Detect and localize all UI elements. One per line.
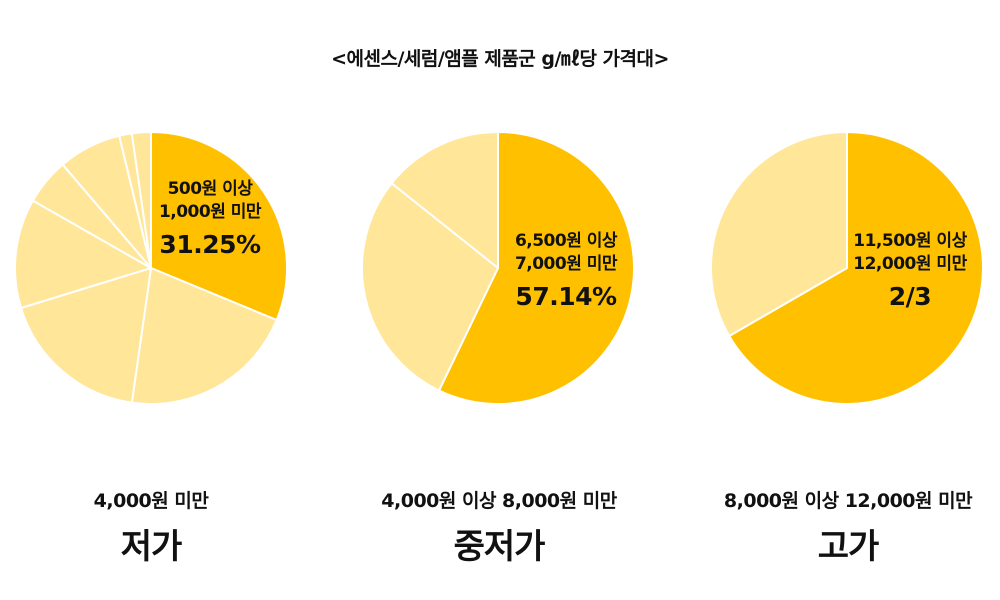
pie-slice xyxy=(14,199,152,309)
pie-slice xyxy=(710,131,848,337)
pie-slice-highlight xyxy=(438,131,635,405)
chart-title: <에센스/세럼/앰플 제품군 g/㎖당 가격대> xyxy=(331,48,669,70)
pie-chart-high xyxy=(710,131,984,405)
highlight-value: 57.14% xyxy=(515,281,617,311)
pie-slice-highlight xyxy=(150,131,288,322)
caption-range: 8,000원 이상 12,000원 미만 xyxy=(723,490,973,512)
caption-low: 4,000원 미만 저가 xyxy=(0,486,321,568)
highlight-range-from: 6,500원 이상 xyxy=(514,231,618,251)
highlight-label-midlow: 6,500원 이상 7,000원 미만 57.14% xyxy=(494,230,638,314)
highlight-range-from: 500원 이상 xyxy=(167,179,253,199)
pie-chart-midlow xyxy=(361,131,635,405)
caption-midlow: 4,000원 이상 8,000원 미만 중저가 xyxy=(329,486,669,568)
pie-slice xyxy=(130,267,278,405)
pie-slice xyxy=(130,131,152,269)
pie-slice xyxy=(20,267,152,404)
pie-slice xyxy=(390,131,499,269)
caption-high: 8,000원 이상 12,000원 미만 고가 xyxy=(678,486,1000,568)
highlight-range-to: 12,000원 미만 xyxy=(853,253,967,274)
highlight-range-from: 11,500원 이상 xyxy=(853,231,967,251)
caption-tier: 저가 xyxy=(120,527,183,567)
caption-range: 4,000원 미만 xyxy=(93,490,209,512)
pie-slice xyxy=(361,182,499,392)
caption-range: 4,000원 이상 8,000원 미만 xyxy=(381,490,617,512)
highlight-range-to: 1,000원 미만 xyxy=(158,201,262,222)
pie-slice-highlight xyxy=(728,131,984,405)
highlight-label-high: 11,500원 이상 12,000원 미만 2/3 xyxy=(838,230,982,314)
highlight-label-low: 500원 이상 1,000원 미만 31.25% xyxy=(140,178,280,262)
pie-chart-low xyxy=(14,131,288,405)
highlight-value: 2/3 xyxy=(888,281,932,311)
caption-tier: 중저가 xyxy=(453,527,546,567)
highlight-value: 31.25% xyxy=(159,229,261,259)
highlight-range-to: 7,000원 미만 xyxy=(514,253,618,274)
caption-tier: 고가 xyxy=(817,527,880,567)
